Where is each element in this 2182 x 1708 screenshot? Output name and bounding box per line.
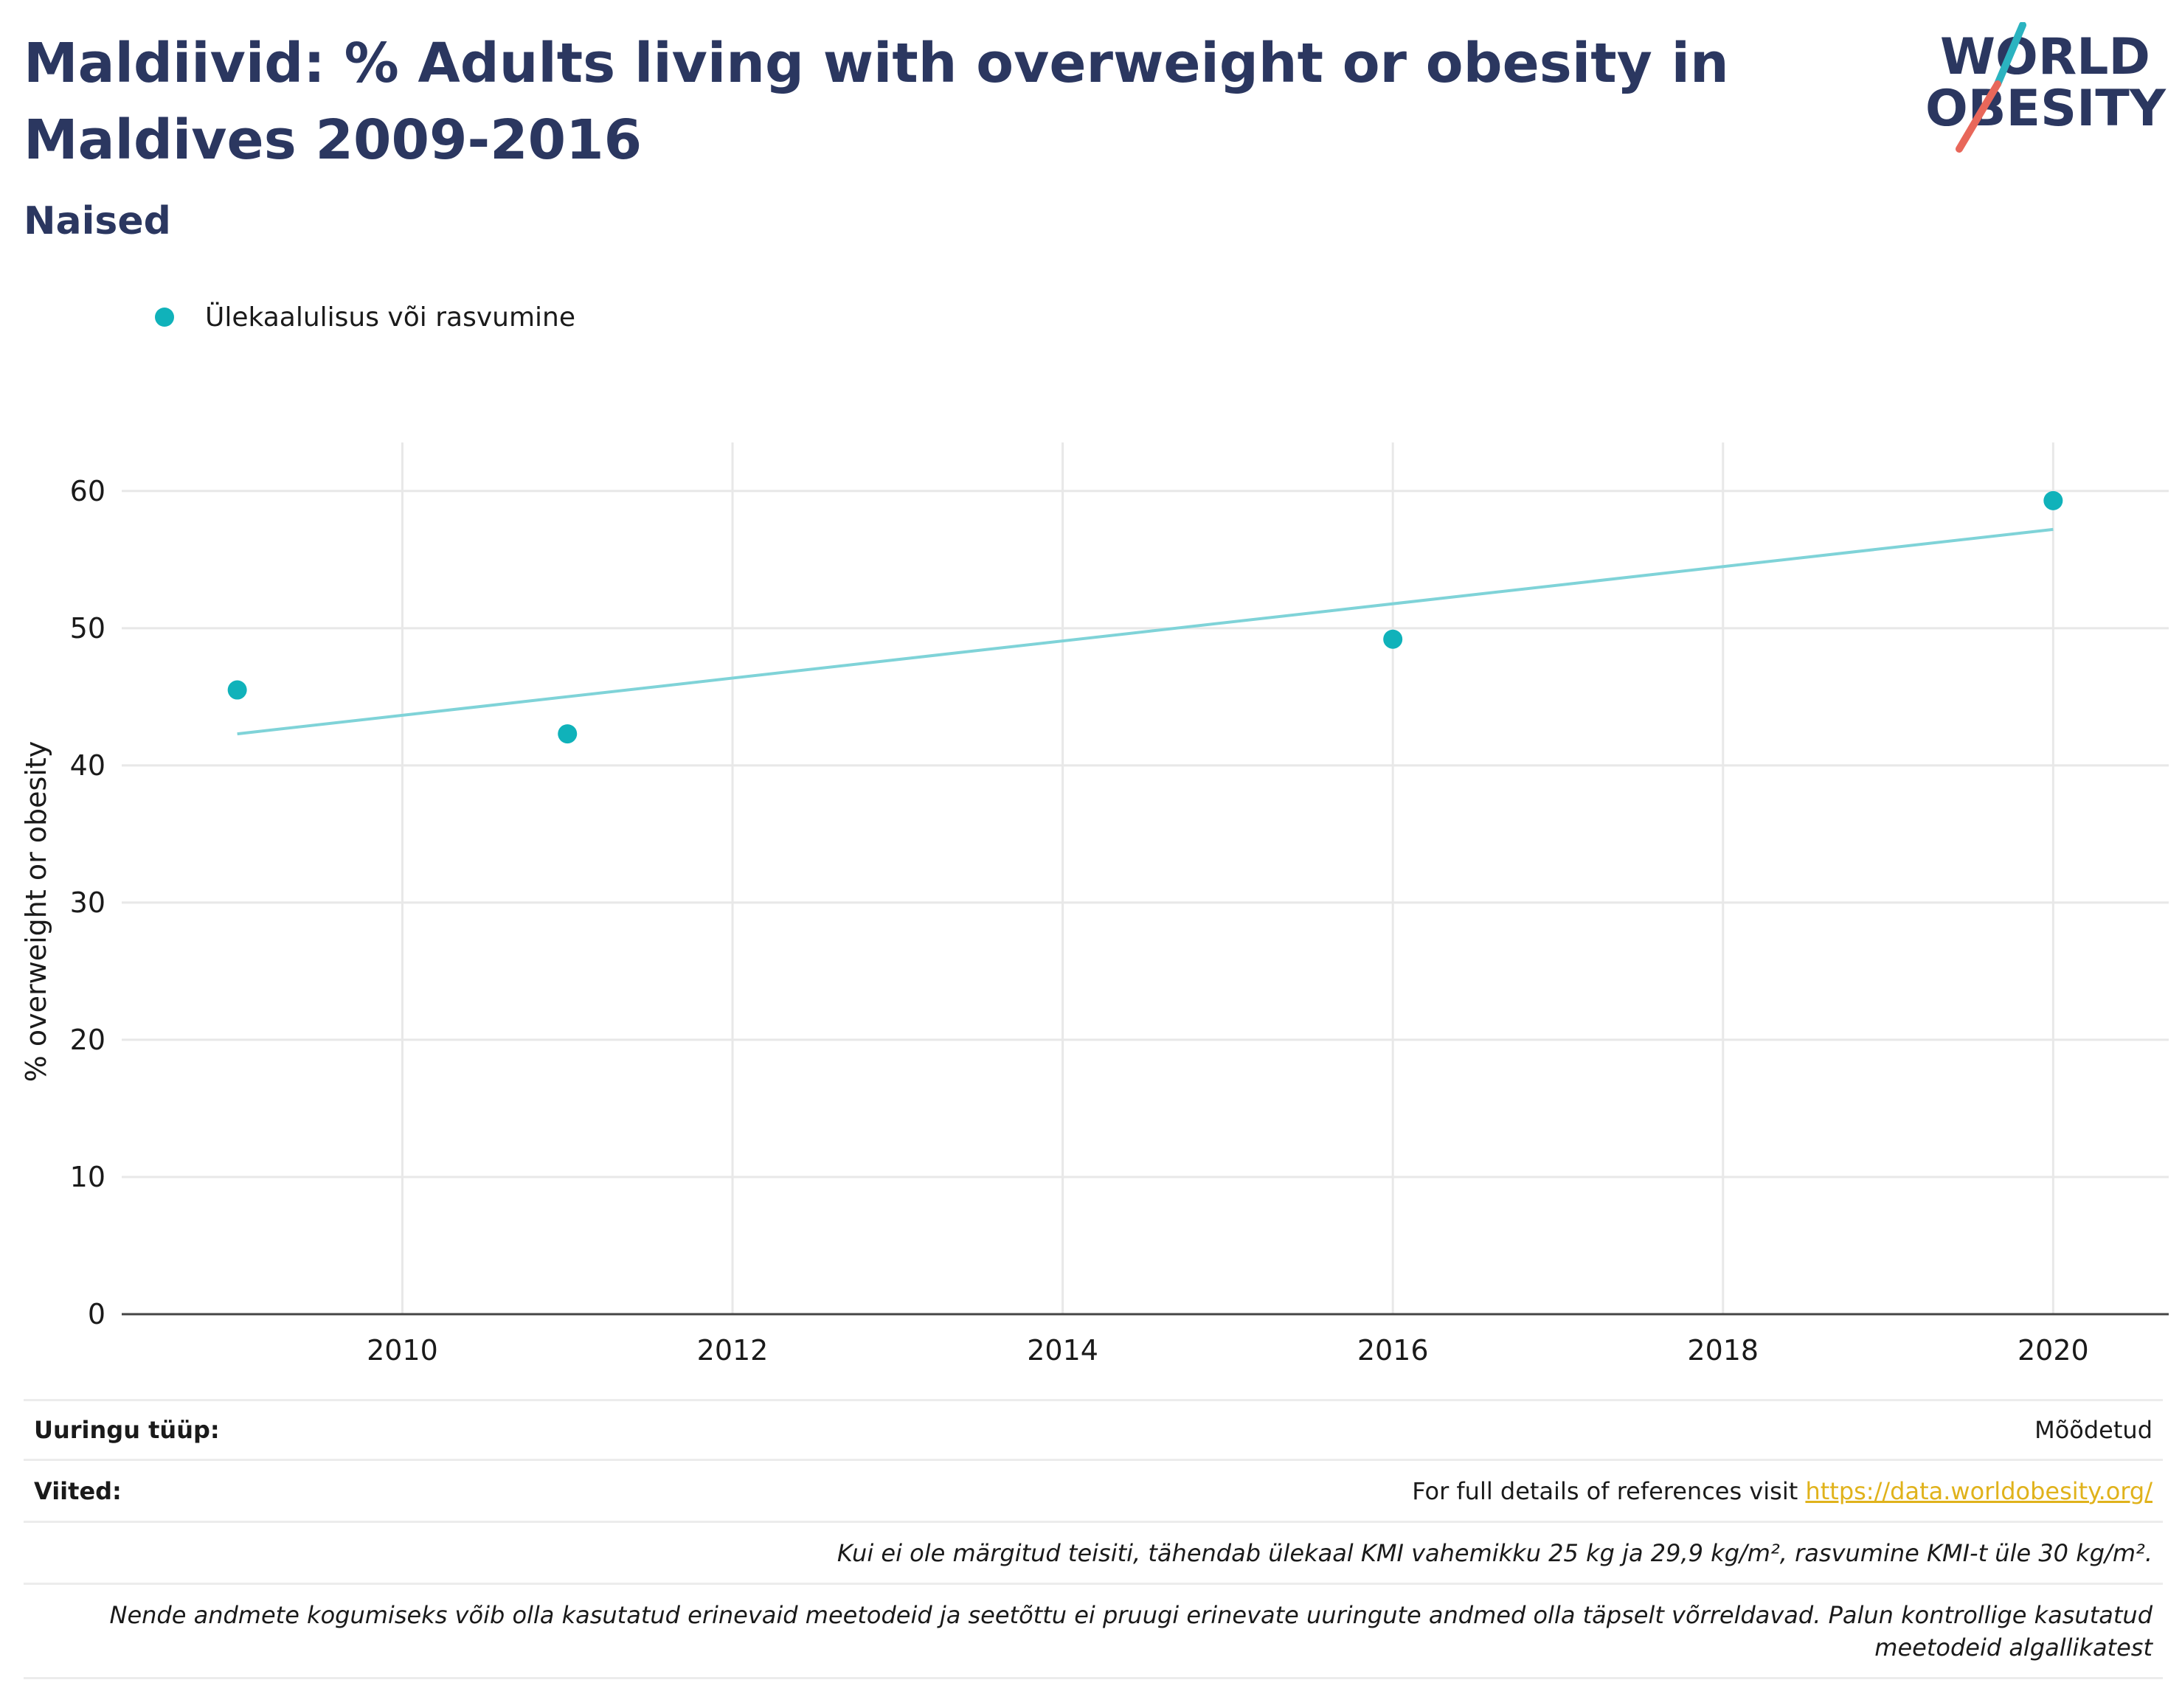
survey-type-row: Uuringu tüüp: Mõõdetud xyxy=(24,1399,2163,1461)
references-text: For full details of references visit xyxy=(1412,1476,1798,1505)
y-tick-label: 20 xyxy=(70,1024,105,1056)
info-table: Uuringu tüüp: Mõõdetud Viited: For full … xyxy=(24,1399,2163,1679)
survey-type-label: Uuringu tüüp: xyxy=(34,1416,220,1444)
y-tick-label: 10 xyxy=(70,1161,105,1193)
definition-note-row: Kui ei ole märgitud teisiti, tähendab ül… xyxy=(24,1523,2163,1585)
definition-note: Kui ei ole märgitud teisiti, tähendab ül… xyxy=(837,1538,2152,1567)
data-point xyxy=(227,680,247,700)
references-link[interactable]: https://data.worldobesity.org/ xyxy=(1805,1476,2152,1505)
logo-text-world: WORLD xyxy=(1940,28,2150,86)
chart-axes: 2010 2012 2014 2016 2018 2020 0 10 20 30 40 50 60 xyxy=(70,475,2169,1367)
references-row: Viited: For full details of references v… xyxy=(24,1461,2163,1523)
x-tick-label: 2014 xyxy=(1027,1334,1098,1367)
chart-grid xyxy=(122,442,2169,1314)
y-tick-label: 0 xyxy=(88,1298,105,1330)
scatter-chart: 2010 2012 2014 2016 2018 2020 0 10 20 30 40 50 60 % … xyxy=(20,442,2169,1367)
y-tick-label: 40 xyxy=(70,749,105,782)
x-tick-label: 2020 xyxy=(2018,1334,2089,1367)
y-tick-label: 50 xyxy=(70,612,105,645)
logo-slash-bottom-icon xyxy=(1956,80,2001,153)
y-tick-label: 30 xyxy=(70,886,105,919)
logo-text-obesity: OBESITY xyxy=(1925,80,2167,138)
methods-note: Nende andmete kogumiseks võib olla kasut… xyxy=(109,1600,2153,1662)
data-point xyxy=(558,724,578,744)
chart-legend: Ülekaalulisus või rasvumine xyxy=(155,295,575,339)
legend-label: Ülekaalulisus või rasvumine xyxy=(205,302,575,333)
data-point xyxy=(2043,490,2063,510)
data-point xyxy=(1383,629,1403,649)
x-tick-label: 2012 xyxy=(697,1334,769,1367)
x-tick-label: 2018 xyxy=(1687,1334,1759,1367)
methods-note-row: Nende andmete kogumiseks võib olla kasut… xyxy=(24,1585,2163,1679)
legend-marker-icon xyxy=(155,308,174,327)
trendline-layer xyxy=(237,527,2054,736)
x-tick-label: 2010 xyxy=(367,1334,438,1367)
x-tick-label: 2016 xyxy=(1357,1334,1429,1367)
survey-type-value: Mõõdetud xyxy=(2034,1416,2152,1444)
trendline xyxy=(237,527,2054,736)
world-obesity-logo[interactable]: WORLD OBESITY xyxy=(1925,22,2176,155)
y-tick-label: 60 xyxy=(70,475,105,507)
chart-subtitle: Naised xyxy=(24,199,171,243)
page-title: Maldiivid: % Adults living with overweig… xyxy=(24,32,1729,172)
logo-slash-top-icon xyxy=(1994,22,2026,88)
y-axis-title: % overweight or obesity xyxy=(20,741,52,1083)
references-label: Viited: xyxy=(34,1476,122,1505)
references-value: For full details of references visit htt… xyxy=(1412,1477,2163,1505)
data-points-layer xyxy=(227,490,2063,744)
